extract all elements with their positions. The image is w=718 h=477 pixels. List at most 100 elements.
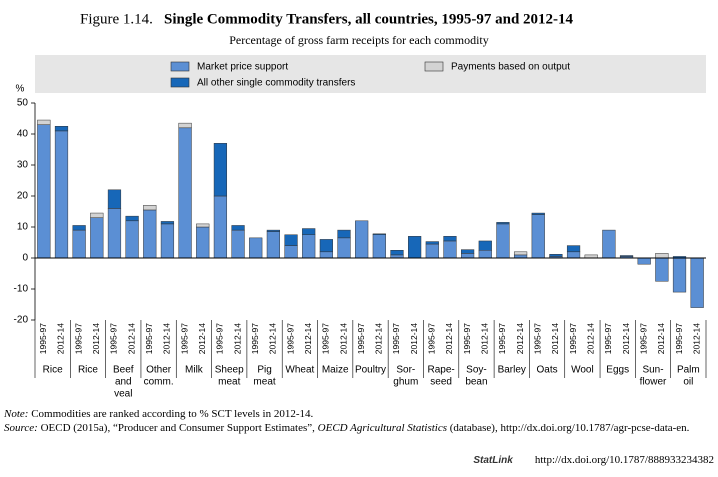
- x-tick-label: 1995-97: [250, 323, 260, 354]
- bar: [425, 241, 439, 245]
- source-text: OECD (2015a), “Producer and Consumer Sup…: [40, 422, 318, 434]
- chart-title: Single Commodity Transfers, all countrie…: [164, 11, 574, 27]
- legend-swatch: [170, 61, 190, 72]
- x-tick-label: 1995-97: [674, 323, 684, 354]
- bar: [160, 221, 175, 225]
- bar: [566, 245, 581, 253]
- bar: [107, 208, 122, 259]
- x-tick-label: 1995-97: [427, 323, 437, 354]
- y-tick-label: 50: [17, 98, 29, 109]
- bar: [231, 225, 245, 231]
- bar: [496, 222, 510, 225]
- group-label: Poultry: [355, 365, 386, 376]
- bar: [496, 223, 510, 259]
- x-tick-label: 2012-14: [268, 323, 278, 354]
- group-label: Wool: [571, 365, 594, 376]
- source-label: Source:: [4, 422, 38, 434]
- x-tick-label: 2012-14: [656, 323, 666, 354]
- bar: [143, 205, 157, 211]
- note-label: Note:: [4, 408, 29, 420]
- bar: [266, 231, 280, 259]
- figure-number: Figure 1.14.: [80, 11, 153, 27]
- x-tick-label: 1995-97: [603, 323, 613, 354]
- x-tick-label: 1995-97: [638, 323, 648, 354]
- bar: [107, 189, 122, 209]
- x-tick-label: 2012-14: [232, 323, 242, 354]
- x-tick-label: 2012-14: [691, 323, 701, 354]
- x-tick-label: 2012-14: [56, 323, 66, 354]
- bar: [443, 236, 457, 242]
- x-tick-label: 1995-97: [38, 323, 48, 354]
- group-label: Palm: [677, 365, 700, 376]
- x-tick-label: 2012-14: [409, 323, 419, 354]
- bar: [461, 253, 475, 259]
- bar: [90, 212, 104, 218]
- bar: [461, 249, 475, 254]
- source: Source: OECD (2015a), “Producer and Cons…: [4, 421, 714, 435]
- x-tick-label: 1995-97: [109, 323, 119, 354]
- group-label: veal: [114, 389, 132, 400]
- bar: [337, 237, 351, 259]
- bar: [372, 233, 386, 236]
- bar: [655, 253, 669, 259]
- bar: [513, 254, 528, 259]
- bar: [672, 257, 687, 293]
- bar: [619, 255, 634, 257]
- x-tick-label: 2012-14: [338, 323, 348, 354]
- source-text: OECD Agricultural Statistics: [317, 422, 448, 434]
- x-tick-label: 2012-14: [162, 323, 172, 354]
- group-label: Rice: [43, 365, 63, 376]
- bar: [549, 254, 563, 257]
- x-tick-label: 2012-14: [303, 323, 313, 354]
- bar: [178, 122, 192, 129]
- bar: [531, 212, 545, 215]
- x-tick-label: 1995-97: [568, 323, 578, 354]
- group-label: Maize: [322, 365, 349, 376]
- y-tick-label: 40: [17, 129, 29, 140]
- bar: [90, 217, 104, 259]
- group-label: oil: [683, 377, 693, 388]
- bar: [54, 126, 69, 132]
- bar: [266, 229, 280, 232]
- bar: [337, 229, 351, 239]
- group-label: Sun-: [642, 365, 663, 376]
- bar: [602, 229, 616, 259]
- bar: [655, 257, 669, 282]
- bar: [302, 234, 316, 259]
- x-tick-label: 2012-14: [197, 323, 207, 354]
- bar: [372, 234, 386, 259]
- x-tick-label: 2012-14: [515, 323, 525, 354]
- x-tick-label: 1995-97: [391, 323, 401, 354]
- legend-panel: [35, 55, 706, 93]
- bar: [566, 251, 581, 259]
- bar: [478, 240, 492, 251]
- group-label: comm.: [144, 377, 174, 388]
- x-tick-label: 1995-97: [356, 323, 366, 354]
- x-tick-label: 2012-14: [585, 323, 595, 354]
- legend-label: Payments based on output: [451, 62, 570, 73]
- bar: [478, 250, 492, 259]
- x-tick-label: 2012-14: [550, 323, 560, 354]
- group-label: bean: [465, 377, 487, 388]
- x-tick-label: 2012-14: [374, 323, 384, 354]
- bar: [125, 215, 139, 222]
- group-label: Sor-: [396, 365, 415, 376]
- note-text: Commodities are ranked according to % SC…: [31, 408, 314, 420]
- statlink-url: http://dx.doi.org/10.1787/888933234382: [534, 454, 714, 466]
- group-label: Other: [146, 365, 172, 376]
- x-tick-label: 1995-97: [533, 323, 543, 354]
- x-tick-label: 1995-97: [179, 323, 189, 354]
- y-tick-label: -20: [14, 315, 29, 326]
- x-tick-label: 1995-97: [73, 323, 83, 354]
- bar: [37, 119, 51, 125]
- group-label: Rice: [78, 365, 98, 376]
- x-tick-label: 2012-14: [444, 323, 454, 354]
- bar: [231, 229, 245, 259]
- bar: [196, 226, 210, 259]
- y-tick-label: 10: [17, 222, 29, 233]
- chart-subtitle: Percentage of gross farm receipts for ea…: [229, 33, 489, 47]
- bar: [425, 243, 439, 259]
- y-tick-label: -10: [14, 284, 29, 295]
- group-label: Oats: [537, 365, 558, 376]
